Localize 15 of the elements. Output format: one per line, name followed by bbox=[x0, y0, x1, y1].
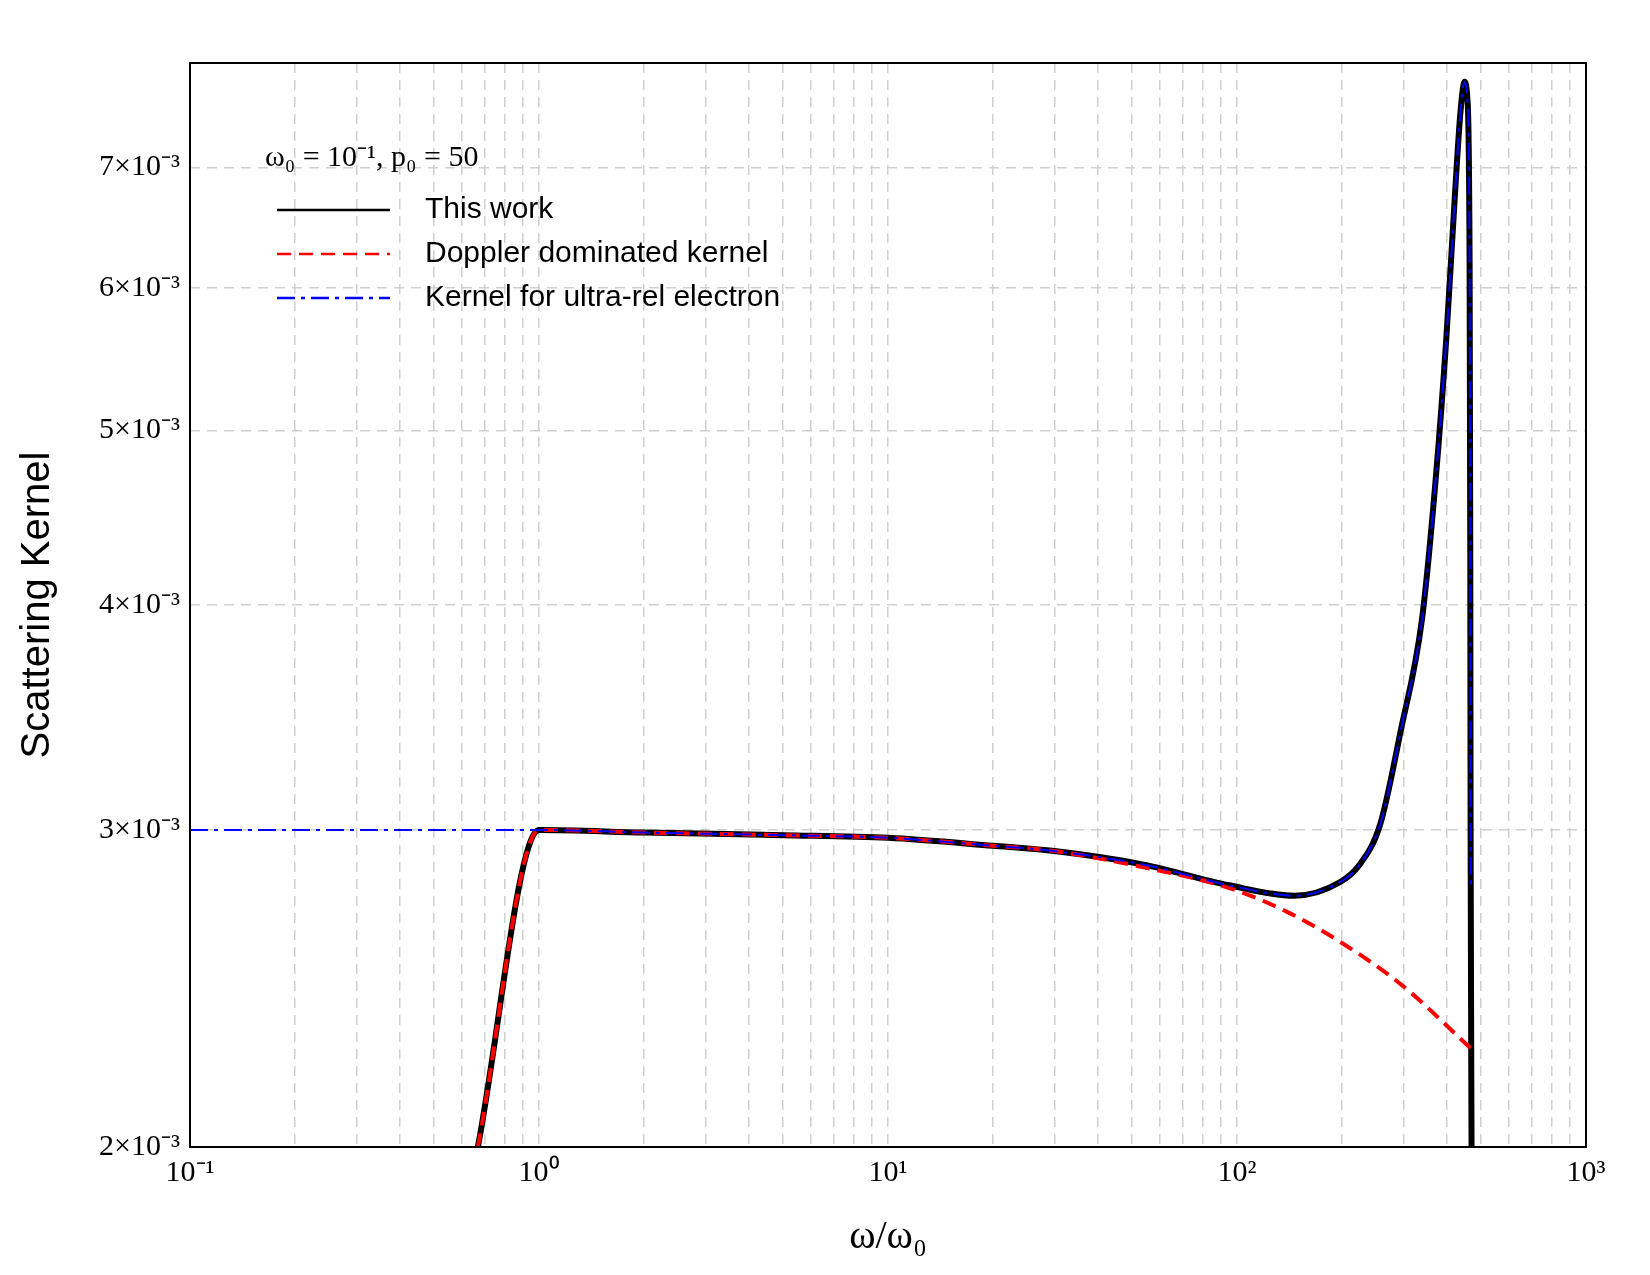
y-axis-title: Scattering Kernel bbox=[13, 451, 58, 759]
legend-title: ω₀ = 10⁻¹, p₀ = 50 bbox=[265, 138, 479, 172]
x-tick-label: 10² bbox=[1217, 1153, 1257, 1187]
legend-label: Doppler dominated kernel bbox=[425, 235, 769, 269]
y-tick-label: 4×10⁻³ bbox=[99, 585, 180, 619]
x-tick-label: 10⁰ bbox=[518, 1153, 560, 1187]
legend-label: This work bbox=[425, 191, 555, 225]
legend-label: Kernel for ultra-rel electron bbox=[425, 279, 781, 313]
x-tick-label: 10³ bbox=[1566, 1153, 1606, 1187]
y-tick-label: 7×10⁻³ bbox=[99, 148, 180, 182]
y-tick-label: 6×10⁻³ bbox=[99, 268, 180, 302]
x-tick-label: 10¹ bbox=[868, 1153, 908, 1187]
x-axis-title: ω/ω₀ bbox=[849, 1211, 927, 1257]
y-tick-label: 3×10⁻³ bbox=[99, 810, 180, 844]
y-tick-label: 5×10⁻³ bbox=[99, 411, 180, 445]
